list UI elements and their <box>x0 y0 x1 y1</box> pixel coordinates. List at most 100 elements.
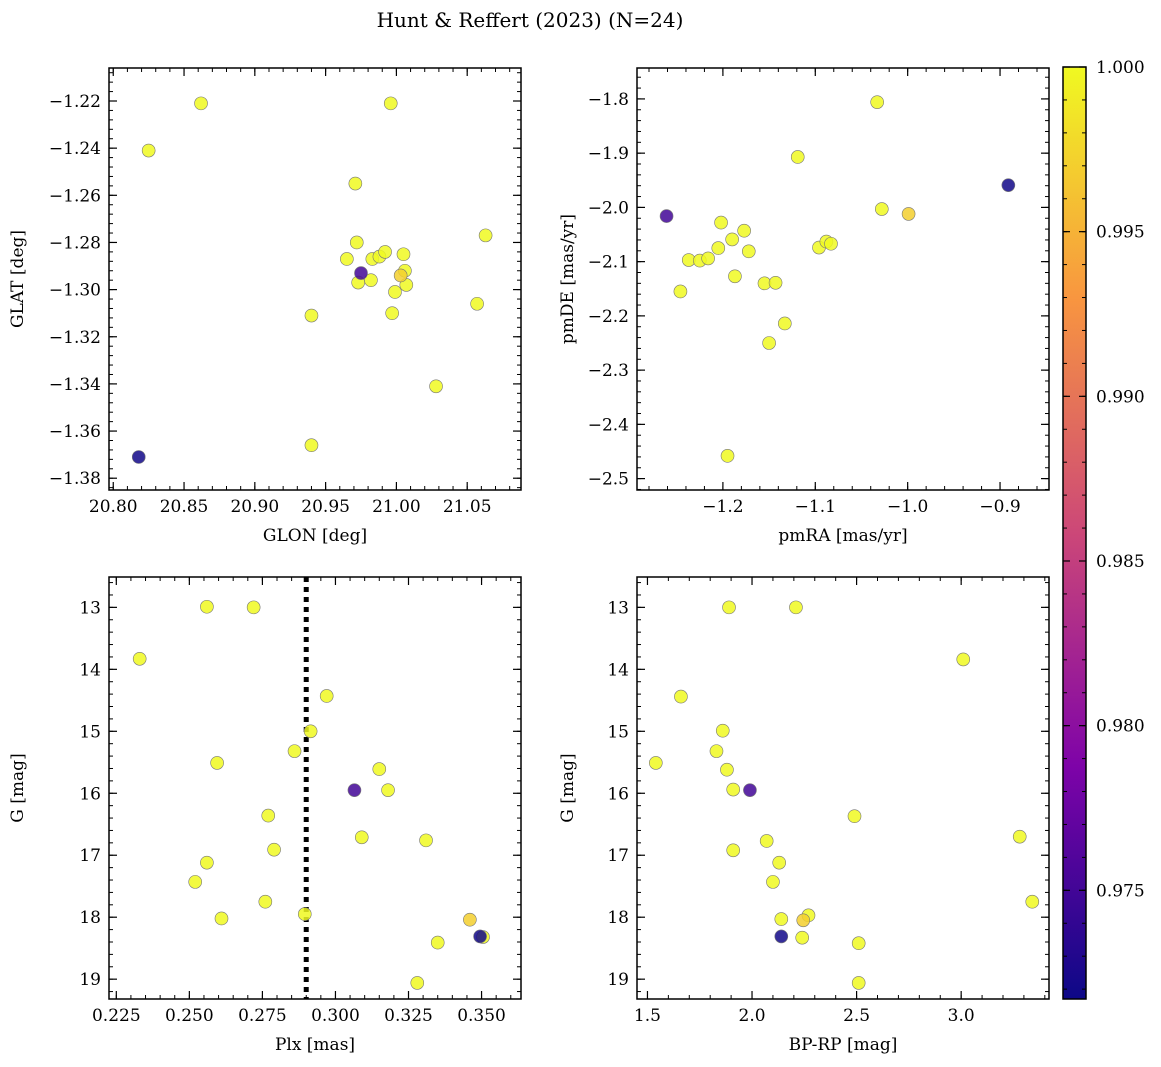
data-point <box>774 912 789 926</box>
y-tick-label: 18 <box>79 908 101 928</box>
x-tick-label: 0.225 <box>92 1006 141 1026</box>
data-point <box>200 855 214 870</box>
data-point <box>709 744 724 758</box>
colorbar: 0.975 0.980 0.985 0.990 0.995 1.000 <box>1062 58 1145 1000</box>
data-point <box>720 449 735 463</box>
y-tick-label: −1.26 <box>49 186 101 206</box>
data-point <box>870 95 884 109</box>
data-point <box>381 783 395 797</box>
data-point <box>348 176 363 191</box>
x-tick-label: 20.90 <box>230 497 279 517</box>
x-tick-label: −1.0 <box>887 497 928 517</box>
y-tick-label: 19 <box>79 970 101 990</box>
data-point <box>340 252 354 266</box>
y-tick-label: 15 <box>79 722 101 742</box>
data-point <box>762 336 776 350</box>
data-point <box>743 783 757 797</box>
data-point <box>470 296 484 311</box>
data-point <box>349 235 364 250</box>
x-tick-label: 21.00 <box>372 497 421 517</box>
panel-glon-glat: 20.80 20.85 20.90 20.95 21.00 21.05 −1.38 −1.36… <box>8 67 522 546</box>
y-tick-label: 13 <box>79 598 101 618</box>
data-point <box>789 600 803 615</box>
panel-bprp-g: 1.5 2.0 2.5 3.0 13 14 15 16 17 18 19 BP-RP [mag] G [… <box>558 576 1050 1055</box>
data-point <box>649 756 663 770</box>
data-point <box>851 936 866 951</box>
data-point <box>383 96 398 111</box>
x-axis-label: Plx [mas] <box>275 1035 355 1055</box>
data-point <box>261 808 276 823</box>
x-tick-label: 1.5 <box>634 1006 661 1026</box>
y-tick-label: 15 <box>607 722 629 742</box>
axes-frame <box>108 576 522 1000</box>
y-tick-label: −2.3 <box>588 361 629 381</box>
x-tick-label: 21.05 <box>443 497 492 517</box>
data-point <box>766 875 780 889</box>
y-tick-label: −1.24 <box>49 139 101 159</box>
data-point <box>725 232 739 247</box>
data-point <box>847 809 862 823</box>
y-tick-label: −1.8 <box>588 90 629 110</box>
data-point <box>874 202 889 216</box>
colorbar-tick-label: 0.995 <box>1096 223 1145 243</box>
data-point <box>795 930 810 945</box>
y-tick-label: 18 <box>607 908 629 928</box>
panels: 20.80 20.85 20.90 20.95 21.00 21.05 −1.38 −1.36… <box>8 67 1050 1055</box>
data-point <box>824 236 838 251</box>
data-point <box>1012 829 1027 844</box>
data-point <box>790 150 805 164</box>
y-tick-label: −1.38 <box>49 469 101 489</box>
data-point <box>258 894 273 909</box>
y-axis-label: G [mag] <box>8 753 28 822</box>
data-point <box>141 143 156 158</box>
data-point <box>714 215 728 230</box>
data-point <box>1001 178 1016 192</box>
y-tick-label: −2.4 <box>588 415 629 435</box>
colorbar-tick-label: 1.000 <box>1096 58 1145 78</box>
colorbar-tick-label: 0.975 <box>1096 881 1145 901</box>
data-point <box>396 247 411 262</box>
data-point <box>1025 894 1040 909</box>
data-point <box>774 929 789 944</box>
y-tick-label: −2.1 <box>588 253 629 273</box>
y-tick-label: −1.32 <box>49 328 101 348</box>
y-tick-label: −2.0 <box>588 198 629 218</box>
data-point <box>741 244 756 259</box>
data-point <box>246 600 261 615</box>
data-point <box>287 744 302 758</box>
data-point <box>737 223 751 238</box>
data-point <box>430 935 445 950</box>
data-point <box>478 228 493 243</box>
x-axis-label: pmRA [mas/yr] <box>778 526 907 546</box>
data-point <box>673 284 688 299</box>
data-point <box>304 438 319 453</box>
x-tick-label: 0.275 <box>238 1006 287 1026</box>
data-point <box>726 782 741 797</box>
x-tick-label: 2.5 <box>843 1006 870 1026</box>
data-point <box>674 689 688 704</box>
y-tick-label: 17 <box>607 846 629 866</box>
y-axis-label: pmDE [mas/yr] <box>558 214 578 344</box>
data-point <box>726 843 741 858</box>
figure-title: Hunt & Reffert (2023) (N=24) <box>377 8 684 32</box>
data-point <box>772 855 787 870</box>
y-tick-label: 14 <box>79 660 101 680</box>
data-point <box>303 724 318 739</box>
colorbar-tick-label: 0.980 <box>1096 717 1145 737</box>
colorbar-tick-label: 0.985 <box>1096 552 1145 572</box>
y-tick-label: 14 <box>607 660 629 680</box>
x-tick-label: 20.95 <box>301 497 350 517</box>
y-tick-label: 19 <box>607 970 629 990</box>
data-point <box>354 266 368 280</box>
data-point <box>701 251 715 266</box>
x-tick-label: 20.85 <box>160 497 209 517</box>
data-point <box>429 379 443 394</box>
data-point <box>659 209 674 223</box>
data-point <box>267 842 281 857</box>
data-point <box>768 275 783 290</box>
data-point <box>354 830 369 845</box>
x-tick-label: −1.1 <box>795 497 836 517</box>
data-point <box>347 783 362 797</box>
data-point <box>131 450 146 464</box>
axes-frame <box>636 67 1050 491</box>
